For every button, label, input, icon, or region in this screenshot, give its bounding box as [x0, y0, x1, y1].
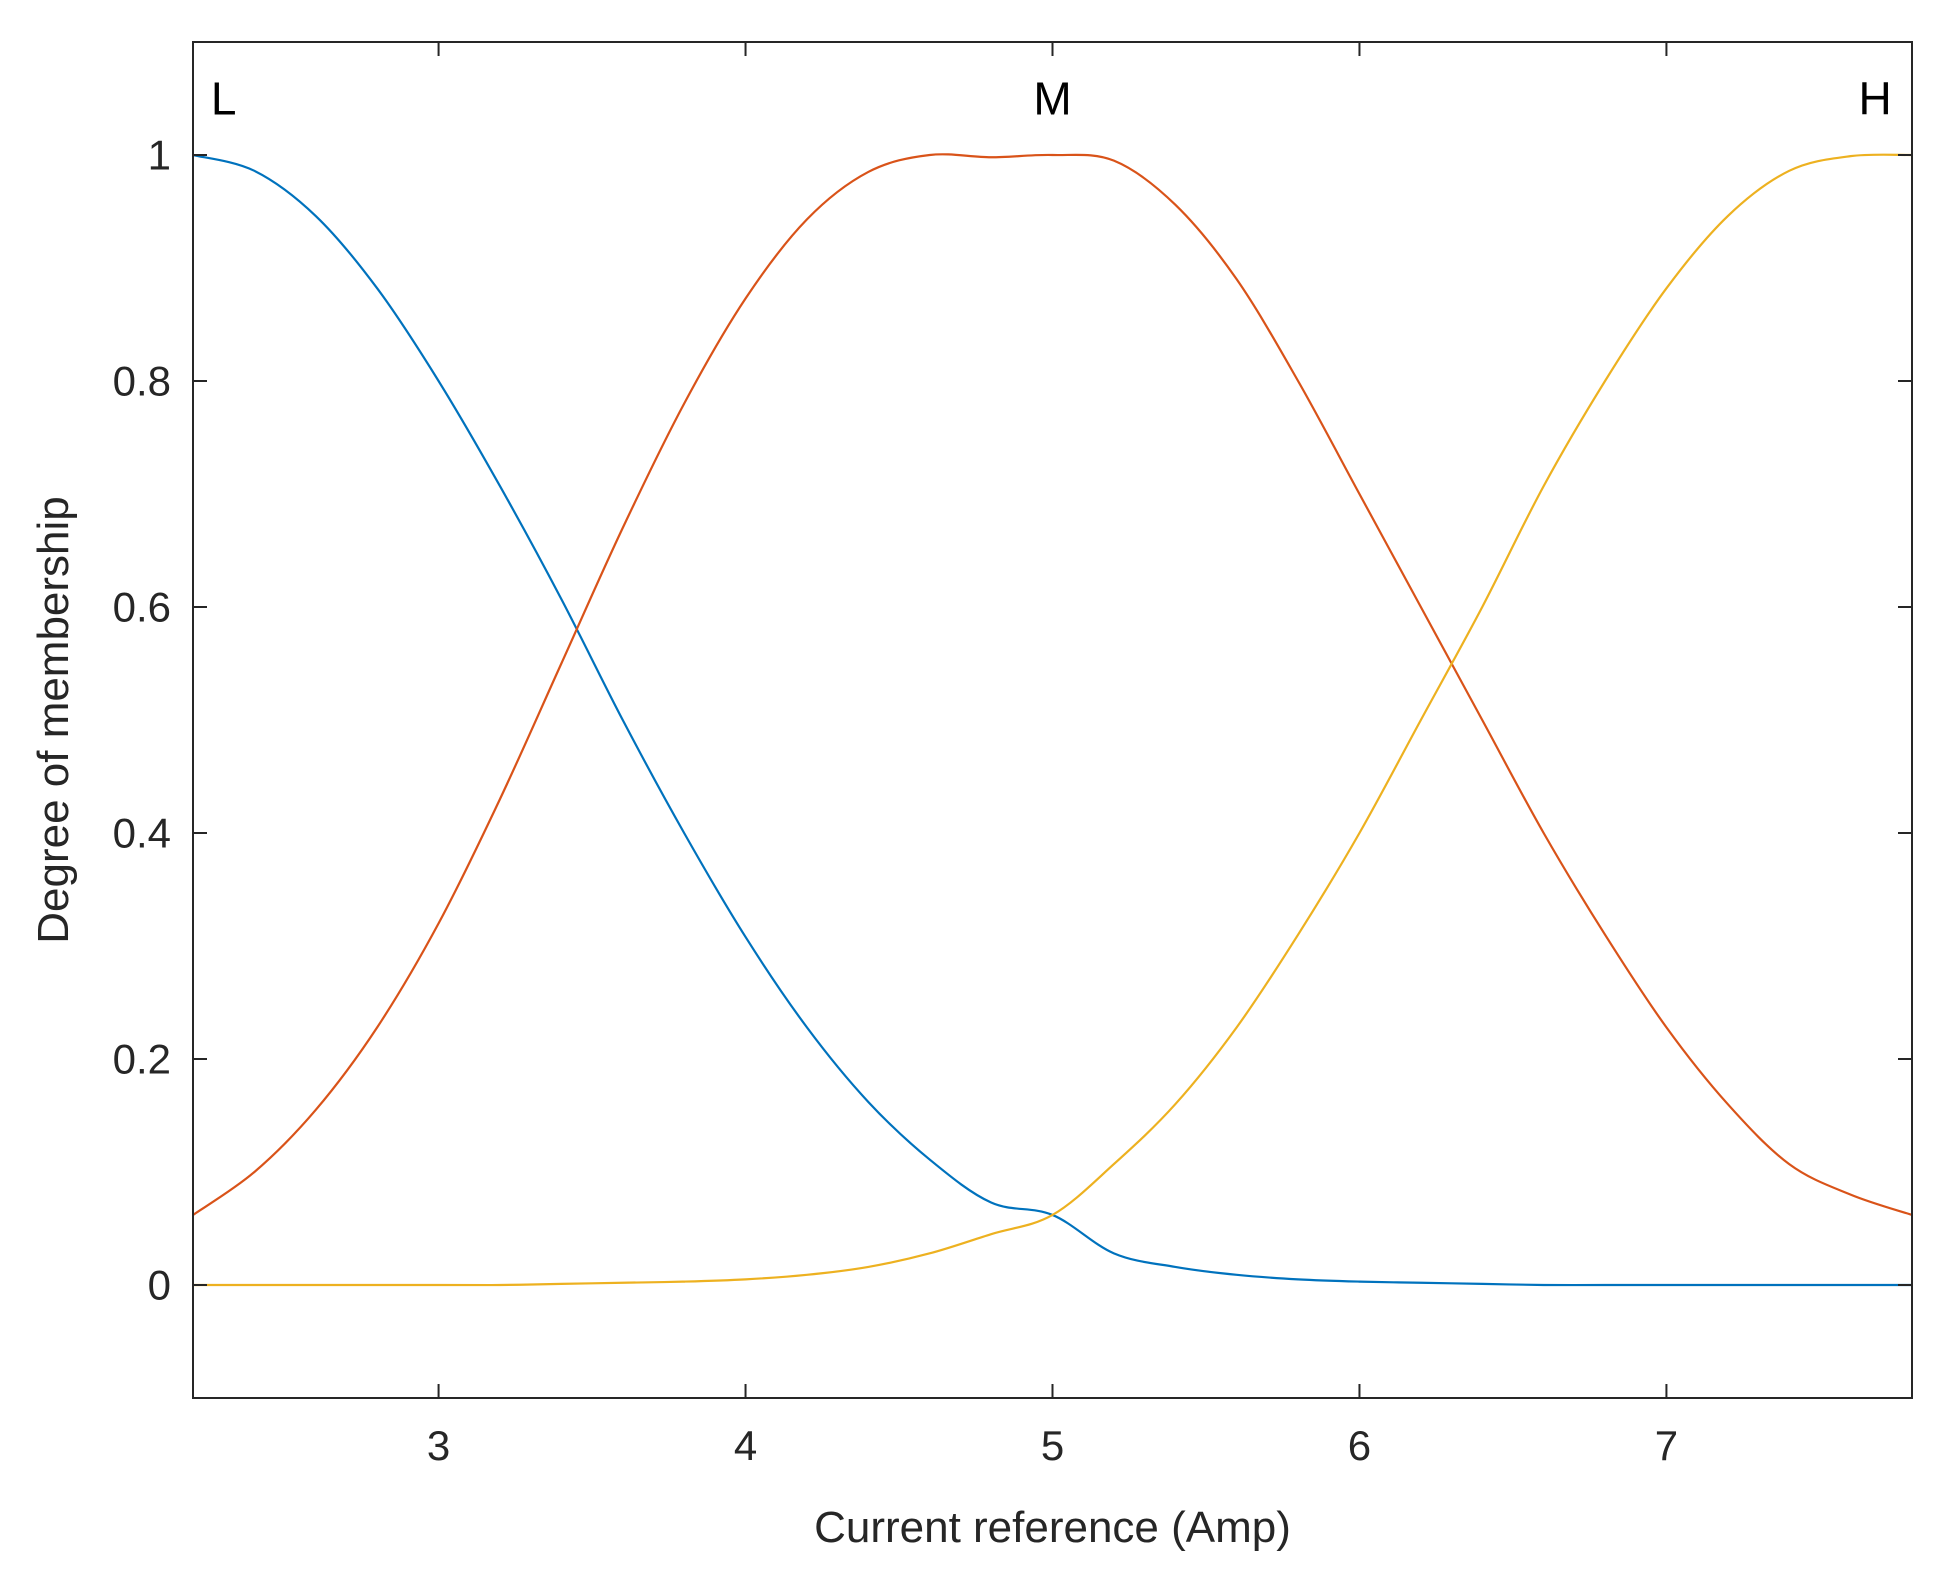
y-axis-title: Degree of membership [29, 496, 78, 944]
curve-label-m: M [1033, 73, 1071, 125]
y-tick-label: 0.4 [113, 810, 171, 857]
series-layer [192, 153, 1913, 1287]
y-tick-label: 0 [148, 1262, 171, 1309]
series-line-l [192, 153, 1912, 1287]
series-line-m [192, 153, 1913, 1216]
x-axis-ticks: 3 4 5 6 7 [427, 42, 1678, 1469]
y-tick-label: 0.2 [113, 1036, 171, 1083]
x-tick-label: 3 [427, 1422, 450, 1469]
x-axis-title: Current reference (Amp) [814, 1503, 1291, 1552]
series-line-h [192, 153, 1913, 1287]
y-axis-ticks: 0 0.2 0.4 0.6 0.8 1 [113, 132, 1912, 1309]
y-tick-label: 0.8 [113, 358, 171, 405]
y-tick-label: 1 [148, 132, 171, 179]
x-tick-label: 6 [1348, 1422, 1371, 1469]
x-tick-label: 4 [734, 1422, 757, 1469]
curve-label-h: H [1859, 73, 1892, 125]
curve-label-l: L [211, 73, 237, 125]
x-tick-label: 5 [1041, 1422, 1064, 1469]
y-tick-label: 0.6 [113, 584, 171, 631]
x-tick-label: 7 [1655, 1422, 1678, 1469]
